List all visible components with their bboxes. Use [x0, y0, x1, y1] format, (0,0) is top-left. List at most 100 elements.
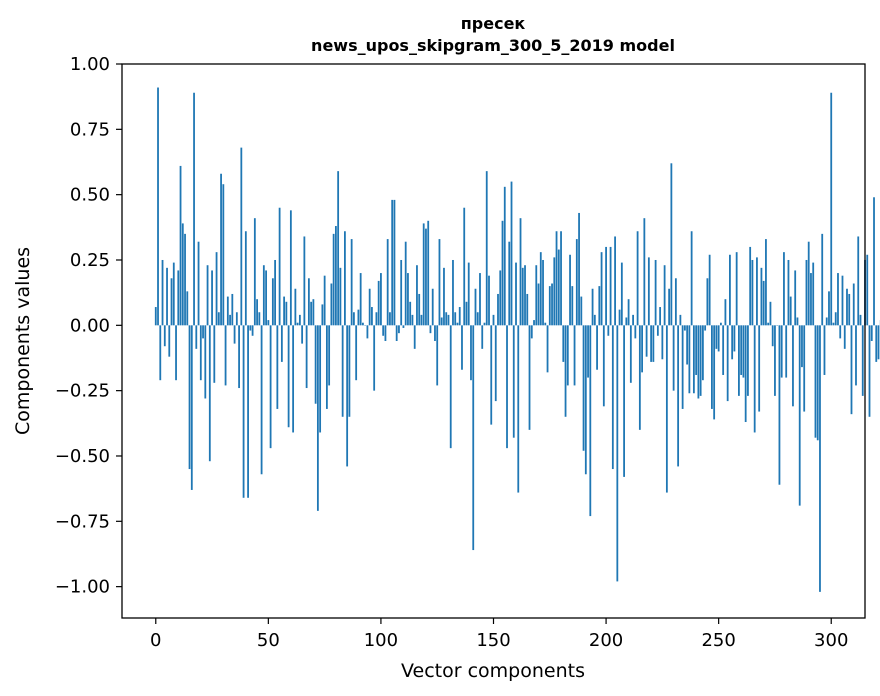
bar-68 [307, 278, 310, 326]
bar-141 [472, 325, 475, 551]
bar-259 [738, 325, 740, 396]
bar-72 [316, 325, 319, 511]
y-tick-label: 0.75 [70, 119, 110, 140]
bar-208 [623, 325, 625, 477]
bar-264 [749, 246, 752, 326]
bar-79 [332, 233, 335, 326]
bar-112 [407, 273, 409, 326]
bar-224 [659, 307, 662, 326]
bar-231 [674, 278, 677, 326]
bar-115 [413, 325, 416, 349]
bar-319 [873, 197, 875, 326]
bar-244 [704, 325, 707, 331]
x-axis-label: Vector components [401, 660, 585, 682]
bar-106 [393, 199, 396, 326]
bar-213 [634, 325, 637, 339]
bar-201 [607, 325, 610, 336]
bar-168 [533, 320, 535, 326]
bar-134 [456, 322, 459, 326]
bar-148 [488, 275, 490, 326]
bar-204 [614, 236, 616, 326]
bar-294 [816, 325, 819, 441]
bars-group [154, 87, 880, 592]
bar-133 [454, 312, 457, 326]
bar-177 [553, 257, 556, 326]
bar-165 [526, 293, 529, 326]
bar-124 [434, 325, 436, 341]
bar-5 [166, 267, 168, 326]
bar-280 [785, 325, 788, 378]
bar-267 [756, 257, 758, 326]
bar-0 [154, 307, 157, 326]
bar-15 [188, 325, 191, 470]
bar-48 [262, 265, 265, 326]
bar-215 [638, 325, 641, 430]
bar-302 [834, 312, 837, 326]
bar-200 [605, 246, 607, 326]
bar-217 [643, 218, 646, 326]
bar-10 [177, 270, 180, 326]
bar-242 [699, 325, 702, 396]
bar-256 [731, 325, 734, 360]
bar-76 [325, 325, 328, 409]
bar-51 [269, 325, 272, 449]
bar-170 [537, 283, 540, 326]
bar-289 [805, 259, 808, 326]
bar-42 [249, 325, 252, 331]
bar-122 [429, 325, 432, 334]
bar-303 [837, 273, 839, 326]
bar-143 [476, 312, 479, 326]
bar-47 [260, 325, 263, 475]
bar-61 [292, 325, 295, 433]
bar-2 [159, 325, 162, 381]
bar-184 [569, 254, 571, 326]
bar-286 [798, 325, 801, 506]
bar-211 [629, 325, 632, 383]
y-tick-label: 0.25 [70, 250, 110, 271]
bar-291 [810, 273, 812, 326]
bar-30 [222, 184, 225, 326]
bar-54 [276, 325, 279, 409]
bar-3 [161, 259, 164, 326]
bar-90 [357, 309, 360, 326]
bar-158 [510, 181, 513, 326]
bar-9 [175, 325, 177, 381]
bar-263 [747, 325, 749, 396]
bar-199 [602, 325, 605, 407]
bar-271 [765, 239, 767, 326]
bar-81 [337, 171, 340, 326]
bar-130 [447, 314, 450, 326]
x-tick-label: 250 [701, 630, 735, 651]
bar-35 [233, 325, 236, 344]
bar-179 [557, 249, 560, 326]
bar-151 [494, 325, 497, 402]
bar-250 [717, 325, 720, 352]
plot-frame [121, 63, 866, 619]
bar-287 [801, 325, 803, 368]
bar-159 [512, 325, 515, 438]
bar-320 [875, 325, 878, 362]
bar-269 [760, 267, 763, 326]
bar-55 [278, 207, 281, 326]
bar-150 [492, 314, 495, 326]
bar-40 [244, 231, 247, 326]
bar-281 [787, 259, 790, 326]
bar-101 [382, 325, 385, 336]
bar-102 [384, 325, 387, 341]
bar-80 [334, 226, 337, 326]
y-tick-label: 0.50 [70, 185, 110, 206]
bar-121 [427, 220, 430, 326]
bar-223 [656, 325, 659, 336]
bar-262 [744, 325, 747, 423]
bar-41 [247, 325, 249, 498]
bar-125 [436, 325, 439, 386]
bar-188 [578, 212, 580, 326]
bar-225 [661, 325, 664, 360]
bar-191 [584, 325, 587, 475]
bar-245 [706, 278, 709, 326]
bar-105 [391, 199, 394, 326]
bar-60 [289, 210, 292, 326]
chart-title-line-1: пресек [461, 14, 526, 33]
bar-127 [440, 317, 443, 326]
bar-255 [729, 254, 731, 326]
